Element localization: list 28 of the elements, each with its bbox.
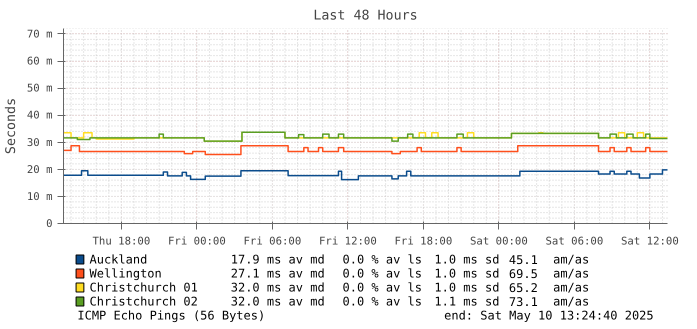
x-tick-label: Fri 06:00 — [244, 234, 302, 248]
x-tick-label: Sat 12:00 — [621, 234, 679, 248]
legend-label: Christchurch 01 — [89, 280, 198, 294]
x-tick-label: Fri 18:00 — [394, 234, 452, 248]
text: 17.9 ms av md 0.0 % av ls 1.0 ms sd 45.1 am/as — [230, 252, 590, 267]
y-tick-label: 20 m — [26, 162, 53, 176]
y-tick-label: 0 — [46, 217, 53, 230]
x-tick-label: Fri 00:00 — [168, 234, 226, 248]
y-tick-label: 60 m — [26, 54, 53, 68]
y-tick-label: 70 m — [26, 27, 53, 40]
y-tick-label: 10 m — [26, 190, 53, 203]
chart-title: Last 48 Hours — [313, 8, 418, 24]
y-axis-title: Seconds — [4, 98, 19, 154]
text: 32.0 ms av md 0.0 % av ls 1.1 ms sd 73.1 am/as — [230, 294, 590, 309]
x-tick-label: Sat 00:00 — [470, 234, 528, 248]
text: 27.1 ms av md 0.0 % av ls 1.0 ms sd 69.5 am/as — [230, 266, 590, 281]
x-tick-label: Sat 06:00 — [546, 234, 604, 248]
text: 32.0 ms av md 0.0 % av ls 1.0 ms sd 65.2 am/as — [230, 280, 590, 295]
legend-label: Christchurch 02 — [89, 294, 198, 308]
legend-label: Wellington — [89, 266, 162, 280]
text: end: Sat May 10 13:24:40 2025 — [444, 308, 654, 322]
y-tick-label: 50 m — [26, 82, 53, 95]
x-tick-label: Fri 12:00 — [319, 234, 377, 248]
legend-label: Auckland — [89, 252, 148, 266]
x-tick-label: Thu 18:00 — [92, 234, 150, 248]
text: ICMP Echo Pings (56 Bytes) — [77, 308, 266, 322]
y-tick-label: 40 m — [26, 108, 53, 122]
y-tick-label: 30 m — [26, 136, 53, 149]
